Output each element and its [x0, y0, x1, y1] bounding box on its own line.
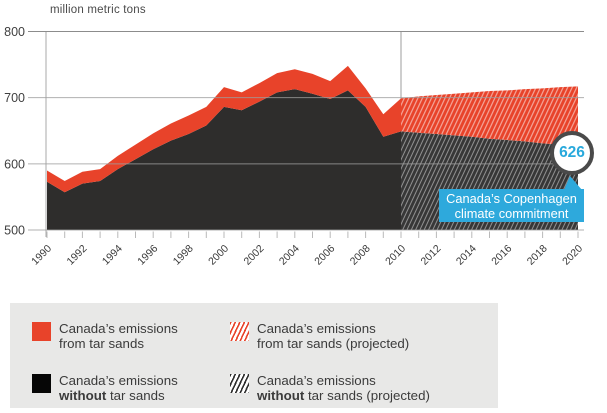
area-from-tar-sands	[47, 65, 401, 193]
legend-swatch-without-tar-sands-projected	[230, 373, 249, 393]
y-axis-unit-label: million metric tons	[50, 4, 146, 16]
x-tick-label: 2004	[277, 243, 302, 268]
x-tick-label: 2020	[560, 243, 585, 268]
legend-item-tar-sands-projected: Canada’s emissions from tar sands (proje…	[230, 321, 484, 357]
x-tick-label: 2008	[348, 243, 373, 268]
callout-line2: climate commitment	[454, 205, 569, 221]
legend-label: Canada’s emissions without tar sands (pr…	[257, 372, 430, 403]
legend-item-without-tar-sands-projected: Canada’s emissions without tar sands (pr…	[230, 373, 484, 409]
legend-label: Canada’s emissions from tar sands	[59, 321, 178, 351]
chart-legend: Canada’s emissions from tar sands Canada…	[10, 303, 498, 408]
legend-swatch-without-tar-sands	[32, 373, 51, 393]
x-tick-label: 2000	[206, 243, 231, 268]
legend-swatch-tar-sands	[32, 322, 51, 341]
x-tick-label: 2012	[419, 243, 444, 268]
emissions-chart: 800 700 600 500 1990 1992 1994 1996 1998 2000 2002…	[4, 25, 585, 268]
x-tick-label: 1994	[100, 243, 125, 268]
area-without-tar-sands	[47, 89, 401, 230]
x-tick-label: 1990	[29, 243, 54, 268]
x-tick-label: 2002	[242, 243, 267, 268]
x-tick-label: 2014	[454, 243, 479, 268]
legend-item-tar-sands: Canada’s emissions from tar sands	[32, 321, 230, 357]
callout-pointer-icon	[564, 176, 582, 190]
chart-areas	[47, 65, 578, 230]
x-tick-label: 2018	[525, 243, 550, 268]
y-tick-label: 500	[4, 224, 25, 238]
x-tick-label: 2016	[489, 243, 514, 268]
x-tick-label: 2010	[383, 243, 408, 268]
x-tick-label: 1992	[65, 243, 90, 268]
legend-item-without-tar-sands: Canada’s emissions without tar sands	[32, 373, 230, 409]
y-tick-label: 700	[4, 91, 25, 105]
area-from-tar-sands-projected	[401, 86, 578, 147]
x-tick-label: 1998	[171, 243, 196, 268]
callout-line1: Canada’s Copenhagen	[446, 190, 577, 206]
legend-label: Canada’s emissions from tar sands (proje…	[257, 321, 410, 351]
legend-label: Canada’s emissions without tar sands	[59, 372, 178, 403]
legend-swatch-tar-sands-projected	[230, 322, 249, 341]
x-tick-label: 2006	[312, 243, 337, 268]
copenhagen-callout: Canada’s Copenhagen climate commitment	[439, 176, 584, 222]
x-tick-label: 1996	[135, 243, 160, 268]
value-badge-626: 626	[550, 131, 594, 175]
y-tick-label: 600	[4, 157, 25, 171]
y-tick-label: 800	[4, 25, 25, 39]
